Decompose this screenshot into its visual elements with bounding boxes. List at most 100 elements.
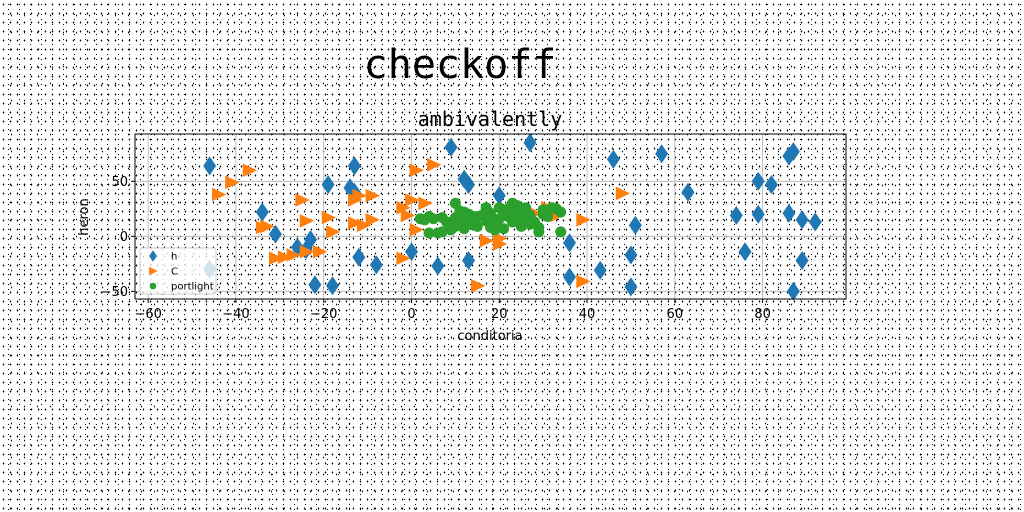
data-point <box>321 175 335 195</box>
x-tick-label: −60 <box>134 307 161 322</box>
data-point <box>786 142 800 162</box>
y-axis-label: heron <box>77 198 92 236</box>
legend-marker <box>149 282 157 290</box>
data-point <box>523 133 537 153</box>
data-point <box>211 187 227 202</box>
data-point <box>326 276 339 296</box>
data-point <box>786 281 800 301</box>
data-point <box>365 213 380 227</box>
data-point <box>427 158 442 172</box>
data-point <box>458 223 470 235</box>
data-point <box>268 224 282 244</box>
data-point <box>498 223 510 235</box>
legend-label: C <box>171 267 178 278</box>
data-point <box>681 182 695 202</box>
data-point <box>593 260 607 280</box>
data-point <box>555 206 567 218</box>
data-point <box>492 186 506 206</box>
x-tick-label: 80 <box>754 307 771 322</box>
data-point <box>431 256 445 276</box>
series-1 <box>211 158 631 293</box>
x-tick-label: 20 <box>491 307 508 322</box>
data-point <box>352 247 366 267</box>
data-point <box>409 163 424 178</box>
x-tick-label: −20 <box>310 307 337 322</box>
legend-label: h <box>171 252 177 263</box>
data-point <box>542 211 554 222</box>
data-point <box>225 175 240 190</box>
data-point <box>655 144 669 164</box>
data-point <box>299 214 315 228</box>
data-point <box>606 149 620 169</box>
data-point <box>782 203 796 223</box>
data-point <box>347 156 361 176</box>
data-point <box>326 225 341 239</box>
data-point <box>356 218 372 233</box>
data-point <box>738 242 752 262</box>
data-point <box>255 202 269 222</box>
data-point <box>299 244 315 259</box>
data-point <box>369 255 383 275</box>
x-tick-label: −40 <box>222 307 249 322</box>
data-point <box>365 188 380 203</box>
data-point <box>471 211 483 222</box>
data-point <box>615 186 631 201</box>
legend-label: portlight <box>171 282 214 293</box>
x-tick-label: 60 <box>667 307 684 322</box>
series-2 <box>414 197 567 239</box>
legend-marker <box>149 266 158 276</box>
data-point <box>260 219 275 234</box>
plot-area <box>203 133 822 301</box>
data-point <box>396 200 411 215</box>
x-tick-label: 40 <box>579 307 596 322</box>
legend-marker <box>149 250 157 262</box>
x-tick-label: 0 <box>407 307 415 322</box>
data-point <box>277 250 293 264</box>
data-point <box>462 175 476 195</box>
data-point <box>492 237 508 251</box>
figure-title: checkoff <box>364 42 557 88</box>
data-point <box>405 242 418 262</box>
data-point <box>436 226 448 238</box>
data-point <box>795 251 809 270</box>
data-point <box>751 171 765 191</box>
data-point <box>449 220 461 232</box>
data-point <box>471 220 483 232</box>
data-point <box>312 244 328 259</box>
data-point <box>624 245 638 265</box>
data-point <box>427 213 439 225</box>
data-point <box>624 277 638 297</box>
data-point <box>729 205 743 225</box>
data-point <box>308 275 322 295</box>
data-point <box>321 210 337 225</box>
data-point <box>405 193 420 207</box>
data-point <box>444 137 458 157</box>
data-point <box>515 220 527 232</box>
y-tick-label: −50 <box>101 285 128 300</box>
data-point <box>396 251 411 266</box>
data-point <box>458 206 470 218</box>
data-point <box>295 193 310 207</box>
plot-frame <box>134 133 847 300</box>
data-point <box>576 274 591 289</box>
data-point <box>485 207 496 219</box>
data-point <box>470 279 486 293</box>
axes-title: ambivalently <box>418 107 563 131</box>
data-point <box>808 212 822 232</box>
data-point <box>348 216 363 230</box>
data-point <box>203 156 217 176</box>
data-point <box>304 230 318 250</box>
axis-ticks: −60 −40 −20 0 20 40 60 80 −50 0 50 <box>101 175 771 322</box>
data-point <box>286 248 301 262</box>
data-point <box>269 251 284 266</box>
data-point <box>409 222 424 237</box>
data-point <box>555 226 567 238</box>
data-point <box>576 213 591 227</box>
data-point <box>511 200 523 211</box>
data-point <box>764 175 778 195</box>
data-point <box>628 215 642 235</box>
data-point <box>533 226 545 238</box>
data-point <box>563 233 576 253</box>
